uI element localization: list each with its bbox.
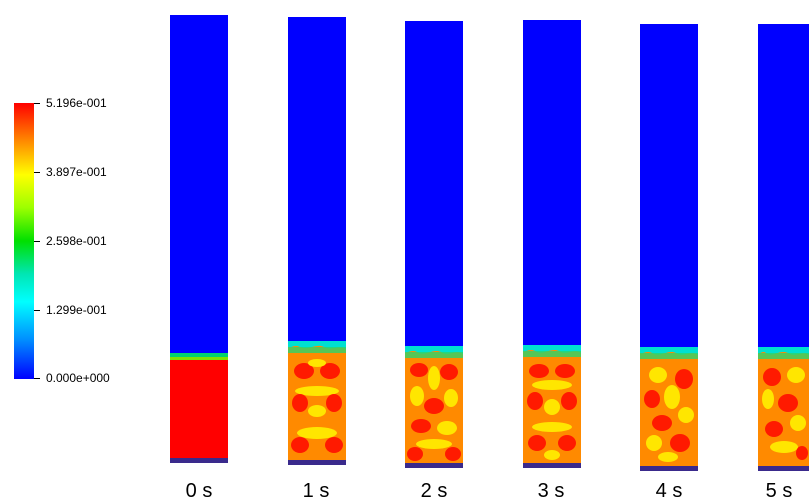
time-label-2s: 2 s [420, 480, 448, 502]
contour-panel-4s [640, 24, 698, 471]
bed-region [523, 345, 581, 468]
contour-panel-3s [523, 20, 581, 468]
bed-region [288, 341, 346, 465]
bed-region [758, 347, 809, 471]
colorbar-label-max: 5.196e-001 [46, 96, 107, 110]
bed-region [405, 346, 463, 468]
colorbar-tick [34, 172, 40, 173]
bed-region [640, 347, 698, 471]
colorbar-tick [34, 378, 40, 379]
time-label-0s: 0 s [185, 480, 213, 502]
colorbar-label-4: 1.299e-001 [46, 303, 107, 317]
time-label-5s: 5 s [765, 480, 793, 502]
time-label-4s: 4 s [655, 480, 683, 502]
colorbar-label-min: 0.000e+000 [46, 371, 110, 385]
contour-panel-0s [170, 15, 228, 463]
time-label-3s: 3 s [537, 480, 565, 502]
contour-panel-5s [758, 24, 809, 471]
colorbar-label-2: 3.897e-001 [46, 165, 107, 179]
colorbar-gradient [14, 103, 34, 379]
time-label-1s: 1 s [302, 480, 330, 502]
colorbar-tick [34, 310, 40, 311]
colorbar-tick [34, 103, 40, 104]
bed-region [170, 353, 228, 463]
contour-panel-1s [288, 17, 346, 465]
contour-panel-2s [405, 21, 463, 468]
colorbar-tick [34, 241, 40, 242]
colorbar-label-3: 2.598e-001 [46, 234, 107, 248]
